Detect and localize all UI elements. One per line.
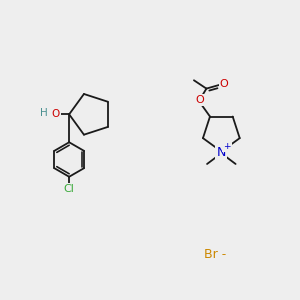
- Text: N: N: [217, 146, 226, 159]
- Text: Cl: Cl: [64, 184, 75, 194]
- Text: H: H: [40, 108, 48, 118]
- Text: O: O: [220, 80, 229, 89]
- Text: O: O: [196, 95, 204, 105]
- Text: +: +: [223, 142, 230, 151]
- Text: O: O: [51, 109, 60, 119]
- Text: Br -: Br -: [204, 248, 226, 260]
